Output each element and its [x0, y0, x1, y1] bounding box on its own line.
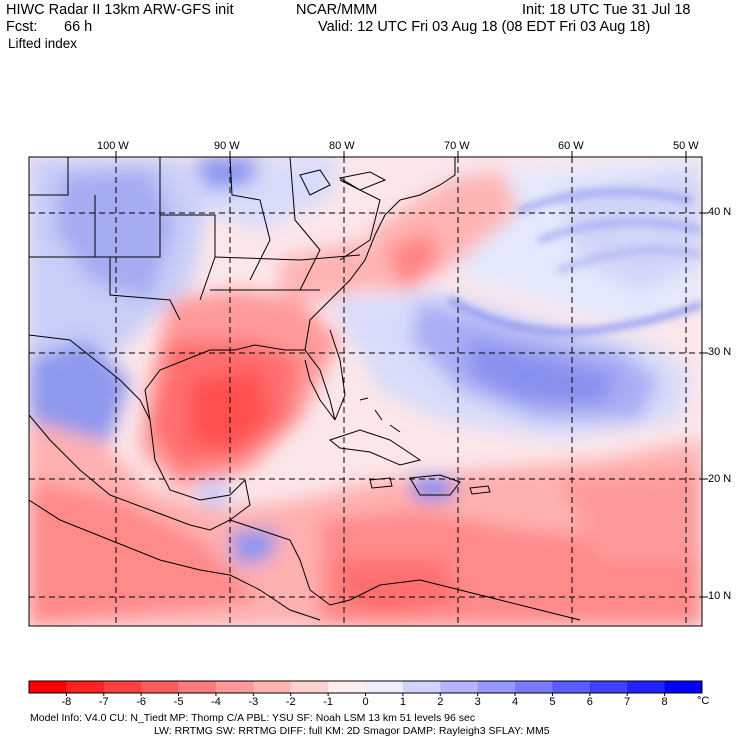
colorbar-unit: °C [697, 695, 709, 707]
colorbar-label: -7 [99, 696, 109, 708]
field-streaks [447, 189, 702, 335]
model-title: HIWC Radar II 13km ARW-GFS init [6, 2, 234, 18]
model-info-line1: Model Info: V4.0 CU: N_Tiedt MP: Thomp C… [30, 712, 476, 724]
colorbar-label: -5 [174, 696, 184, 708]
grid-lines [29, 157, 702, 626]
lat-label-20n: 20 N [708, 473, 732, 485]
lon-label-60w: 60 W [558, 140, 584, 152]
lon-label-70w: 70 W [444, 140, 470, 152]
colorbar-swatch [365, 681, 404, 693]
lake [299, 169, 331, 196]
state-border [289, 157, 321, 291]
lon-label-50w: 50 W [673, 140, 699, 152]
south-america-coast [349, 579, 581, 621]
colorbar-label: 1 [400, 696, 406, 708]
lat-label-30n: 30 N [708, 346, 732, 358]
init-time: Init: 18 UTC Tue 31 Jul 18 [522, 2, 691, 18]
lake [338, 171, 387, 191]
colorbar [28, 680, 703, 696]
colorbar-label: 6 [587, 696, 593, 708]
gulf-coast [144, 344, 336, 421]
colorbar-swatch [29, 681, 67, 693]
colorbar-swatch [440, 681, 479, 693]
colorbar-swatch [627, 681, 666, 693]
tick-marks [115, 151, 708, 598]
colorbar-swatch [515, 681, 553, 693]
colorbar-swatch [589, 681, 628, 693]
lon-label-80w: 80 W [329, 140, 355, 152]
florida-coast [329, 329, 346, 421]
east-coast [304, 157, 456, 351]
colorbar-label: 2 [437, 696, 443, 708]
colorbar-label: 8 [662, 696, 668, 708]
colorbar-label: -1 [323, 696, 333, 708]
colorbar-swatch [66, 681, 105, 693]
state-border [160, 214, 216, 301]
pacific-coast [29, 499, 231, 576]
lat-label-40n: 40 N [708, 206, 732, 218]
cuba [328, 429, 422, 466]
colorbar-label: 3 [475, 696, 481, 708]
forecast-hour: 66 h [64, 19, 93, 35]
field-shading [29, 157, 702, 626]
lon-label-90w: 90 W [214, 140, 240, 152]
model-info-line2: LW: RRTMG SW: RRTMG DIFF: full KM: 2D Sm… [154, 725, 550, 737]
state-border [29, 157, 69, 196]
colorbar-label: 5 [549, 696, 555, 708]
forecast-label: Fcst: [6, 19, 38, 35]
country-border [29, 334, 151, 421]
colorbar-swatch [178, 681, 217, 693]
colorbar-label: -3 [248, 696, 258, 708]
colorbar-swatch [141, 681, 180, 693]
lon-label-100w: 100 W [97, 140, 129, 152]
bahamas [359, 397, 401, 433]
colorbar-labels: -8 -7 -6 -5 -4 -3 -2 -1 0 1 2 3 4 5 6 7 8 [61, 696, 667, 708]
colorbar-swatch [253, 681, 292, 693]
colorbar-label: 4 [512, 696, 518, 708]
colorbar-swatch [328, 681, 366, 693]
puerto-rico [469, 485, 491, 495]
central-america-coast [229, 519, 351, 606]
state-border [109, 257, 181, 321]
state-border [214, 254, 361, 261]
colorbar-swatch [103, 681, 142, 693]
colorbar-label: -4 [211, 696, 221, 708]
colorbar-label: 7 [624, 696, 630, 708]
colorbar-label: -2 [286, 696, 296, 708]
colorbar-swatch [290, 681, 329, 693]
colorbar-label: -8 [61, 696, 71, 708]
map-frame [28, 156, 703, 627]
state-border [229, 157, 271, 281]
colorbar-label: -6 [136, 696, 146, 708]
hispaniola [409, 474, 461, 496]
coastlines [29, 157, 581, 621]
org-label: NCAR/MMM [296, 2, 378, 18]
colorbar-swatch [664, 681, 703, 693]
lat-label-10n: 10 N [708, 590, 732, 602]
map-field [29, 157, 702, 626]
colorbar-swatch [215, 681, 254, 693]
state-border [29, 157, 161, 258]
colorbar-swatch [552, 681, 591, 693]
colorbar-swatch [402, 681, 441, 693]
central-america-pacific [229, 574, 321, 621]
valid-time: Valid: 12 UTC Fri 03 Aug 18 (08 EDT Fri … [318, 19, 651, 35]
colorbar-label: 0 [362, 696, 368, 708]
field-name: Lifted index [8, 36, 78, 51]
colorbar-swatch [477, 681, 516, 693]
